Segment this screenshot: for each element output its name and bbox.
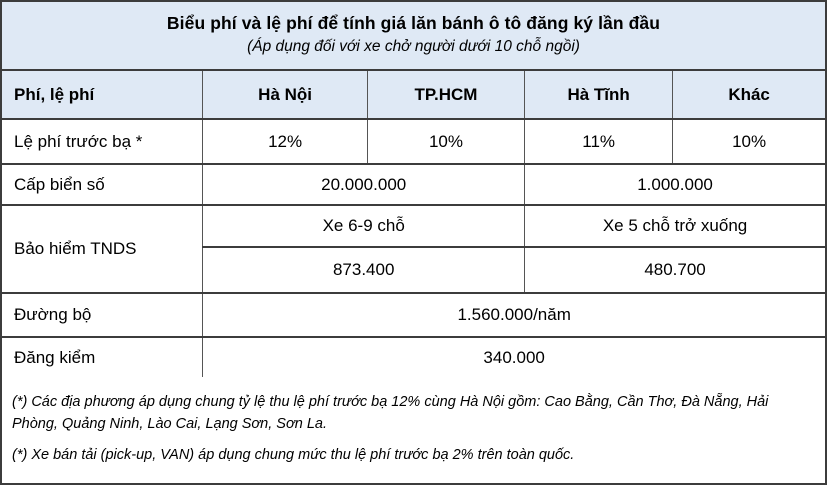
row-label-road-fee: Đường bộ — [2, 292, 204, 338]
row-label-insurance: Bảo hiểm TNDS — [2, 204, 204, 294]
row-label-registration-tax: Lệ phí trước bạ * — [2, 118, 204, 165]
column-header-hanoi: Hà Nội — [202, 70, 368, 120]
cell-registration-tax-hanoi: 12% — [202, 118, 368, 165]
cell-insurance-type-hanoi-tphcm: Xe 6-9 chỗ — [202, 204, 526, 248]
row-label-plate-fee: Cấp biển số — [2, 163, 204, 206]
row-label-inspection-fee: Đăng kiểm — [2, 336, 204, 378]
cell-insurance-fee-hatinh-khac: 480.700 — [524, 246, 825, 294]
fee-table: Phí, lệ phí Hà Nội TP.HCM Hà Tĩnh Khác L… — [2, 70, 825, 378]
cell-road-fee-all: 1.560.000/năm — [202, 292, 825, 338]
cell-insurance-fee-hanoi-tphcm: 873.400 — [202, 246, 526, 294]
column-header-hatinh: Hà Tĩnh — [524, 70, 674, 120]
header-row: Phí, lệ phí Hà Nội TP.HCM Hà Tĩnh Khác — [2, 70, 825, 120]
cell-registration-tax-hatinh: 11% — [524, 118, 674, 165]
table-row-registration-tax: Lệ phí trước bạ * 12% 10% 11% 10% — [2, 118, 825, 165]
table-row-insurance-type: Bảo hiểm TNDS Xe 6-9 chỗ Xe 5 chỗ trở xu… — [2, 204, 825, 294]
cell-plate-fee-hanoi-tphcm: 20.000.000 — [202, 163, 526, 206]
column-header-tphcm: TP.HCM — [366, 70, 526, 120]
footnotes: (*) Các địa phương áp dụng chung tỷ lệ t… — [2, 377, 825, 466]
footnote-pickup-van: (*) Xe bán tải (pick-up, VAN) áp dụng ch… — [12, 446, 575, 463]
column-header-fees: Phí, lệ phí — [2, 70, 204, 120]
footnote-registration-provinces: (*) Các địa phương áp dụng chung tỷ lệ t… — [12, 394, 769, 432]
cell-registration-tax-tphcm: 10% — [366, 118, 526, 165]
cell-registration-tax-khac: 10% — [672, 118, 825, 165]
table-title: Biểu phí và lệ phí để tính giá lăn bánh … — [166, 13, 661, 33]
title-block: Biểu phí và lệ phí để tính giá lăn bánh … — [2, 2, 825, 71]
table-row-inspection-fee: Đăng kiểm 340.000 — [2, 336, 825, 378]
table-row-insurance-fee: 873.400 480.700 — [2, 246, 825, 294]
table-subtitle: (Áp dụng đối với xe chở người dưới 10 ch… — [247, 38, 580, 55]
cell-insurance-type-hatinh-khac: Xe 5 chỗ trở xuống — [524, 204, 825, 248]
cell-inspection-fee-all: 340.000 — [202, 336, 825, 378]
column-header-khac: Khác — [672, 70, 825, 120]
cell-plate-fee-hatinh-khac: 1.000.000 — [524, 163, 825, 206]
table-row-plate-fee: Cấp biển số 20.000.000 1.000.000 — [2, 163, 825, 206]
table-row-road-fee: Đường bộ 1.560.000/năm — [2, 292, 825, 338]
